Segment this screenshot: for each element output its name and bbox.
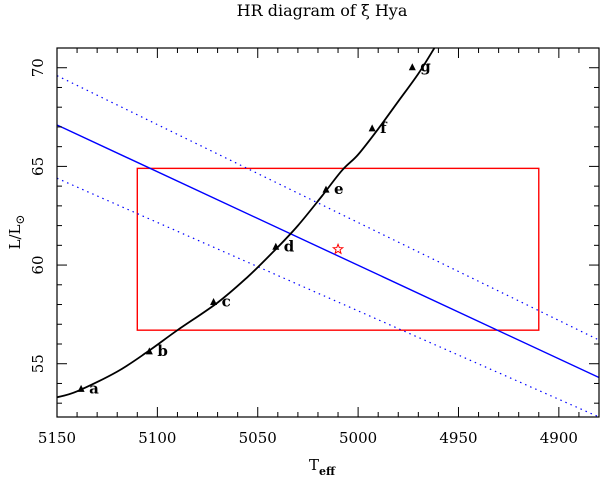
track-point-label-a: a <box>89 379 99 397</box>
track-point-label-f: f <box>380 119 388 137</box>
radius-line <box>57 124 599 379</box>
y-axis-label-main: L/L <box>6 225 24 250</box>
track-point-label-e: e <box>334 180 344 198</box>
track-point-c <box>210 298 218 306</box>
x-tick-label: 4900 <box>540 429 578 447</box>
track-point-g <box>408 63 416 71</box>
y-tick-label: 55 <box>29 354 47 373</box>
plot-area: a b c d e f g <box>57 48 599 417</box>
track-point-label-d: d <box>284 237 295 255</box>
evolutionary-track <box>57 48 436 399</box>
x-axis-label-subscript: eff <box>319 465 336 478</box>
y-axis-label-sun-symbol: ⊙ <box>13 214 27 224</box>
x-axis-label: Teff <box>309 456 336 478</box>
y-tick-label: 60 <box>29 256 47 275</box>
radius-bound-upper <box>57 75 599 341</box>
axis-ticks <box>56 47 600 417</box>
x-axis-label-main: T <box>309 456 319 474</box>
track-point-a <box>77 384 85 392</box>
chart-title: HR diagram of ξ Hya <box>237 1 408 20</box>
x-tick-label: 5050 <box>239 429 277 447</box>
track-point-b <box>145 347 153 355</box>
y-axis-label: L/L⊙ <box>6 214 27 249</box>
track-point-e <box>322 185 330 193</box>
track-point-label-b: b <box>157 342 168 360</box>
plot-frame <box>56 47 600 418</box>
x-tick-label: 4950 <box>439 429 477 447</box>
track-point-label-c: c <box>222 293 231 311</box>
y-tick-label: 65 <box>29 157 47 176</box>
error-box <box>136 167 540 331</box>
track-point-d <box>272 242 280 250</box>
track-point-f <box>368 124 376 132</box>
star-marker <box>331 242 345 255</box>
x-tick-label: 5100 <box>138 429 176 447</box>
x-tick-label: 5000 <box>339 429 377 447</box>
radius-bound-lower <box>57 177 599 417</box>
axis-tick-labels: 5150 5100 5050 5000 4950 4900 55 60 65 70 <box>29 58 578 447</box>
y-tick-label: 70 <box>29 58 47 77</box>
track-point-label-g: g <box>420 58 431 76</box>
x-tick-label: 5150 <box>38 429 76 447</box>
